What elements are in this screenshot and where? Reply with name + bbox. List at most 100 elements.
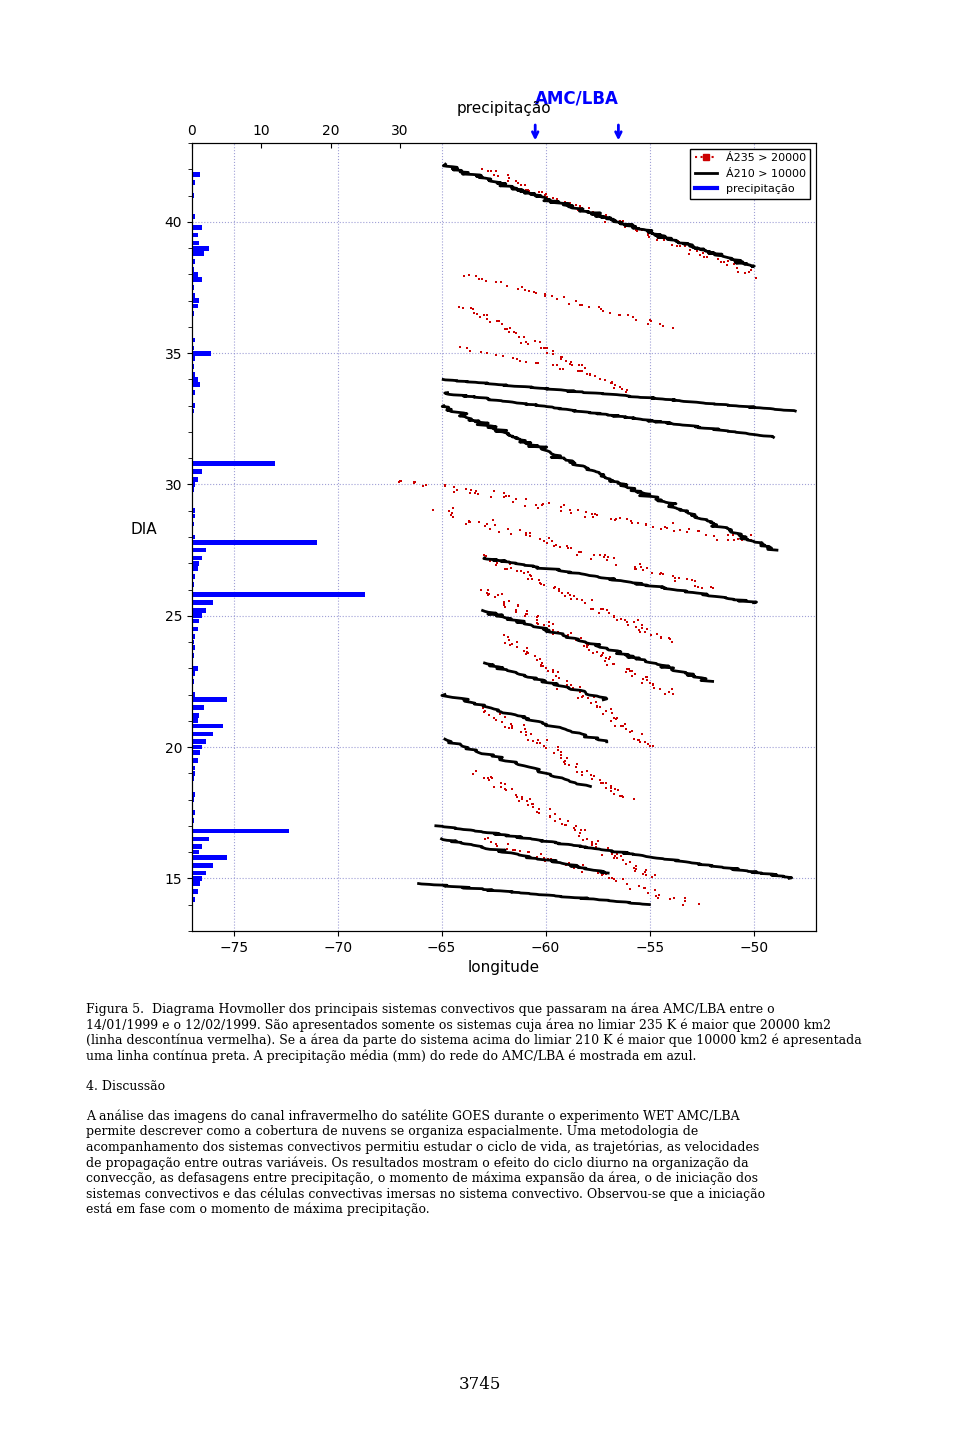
Point bbox=[520, 561, 536, 584]
Point bbox=[516, 325, 532, 348]
Point bbox=[520, 569, 536, 591]
Point bbox=[501, 321, 516, 344]
Point bbox=[586, 200, 601, 223]
Point bbox=[522, 564, 538, 587]
Point bbox=[531, 800, 546, 823]
Point bbox=[517, 603, 533, 626]
Point bbox=[488, 550, 503, 573]
Point bbox=[539, 736, 554, 759]
Point bbox=[519, 603, 535, 626]
Point bbox=[553, 743, 568, 766]
Point bbox=[553, 345, 568, 368]
Point bbox=[615, 211, 631, 233]
Point bbox=[437, 474, 452, 497]
Point bbox=[522, 788, 538, 811]
Bar bbox=[192, 225, 203, 229]
Point bbox=[574, 359, 589, 382]
Point bbox=[563, 627, 578, 650]
Point bbox=[588, 503, 603, 526]
Bar bbox=[192, 503, 193, 508]
Point bbox=[516, 561, 531, 584]
Bar bbox=[192, 766, 196, 770]
Point bbox=[547, 534, 563, 557]
Bar bbox=[192, 581, 194, 587]
Point bbox=[627, 856, 642, 879]
Bar bbox=[192, 687, 193, 692]
Text: Figura 5.  Diagrama Hovmoller dos principais sistemas convectivos que passaram n: Figura 5. Diagrama Hovmoller dos princip… bbox=[86, 1002, 862, 1216]
Point bbox=[484, 831, 499, 853]
Point bbox=[519, 789, 535, 812]
Point bbox=[501, 166, 516, 189]
Point bbox=[642, 735, 658, 758]
Point bbox=[571, 354, 587, 377]
Point bbox=[554, 813, 569, 836]
Point bbox=[612, 304, 628, 326]
Point bbox=[673, 518, 688, 541]
Point bbox=[528, 282, 543, 305]
Point bbox=[637, 730, 653, 753]
Point bbox=[477, 514, 492, 537]
Point bbox=[603, 775, 618, 798]
Point bbox=[615, 715, 631, 737]
Point bbox=[536, 530, 551, 553]
Point bbox=[726, 528, 741, 551]
Point bbox=[459, 513, 474, 536]
Point bbox=[497, 557, 513, 580]
Point bbox=[726, 524, 741, 547]
Point bbox=[601, 647, 616, 670]
Point bbox=[687, 574, 703, 597]
Point bbox=[569, 753, 585, 776]
Point bbox=[574, 765, 589, 788]
Point bbox=[532, 732, 547, 755]
Point bbox=[445, 497, 461, 520]
Point bbox=[530, 611, 545, 634]
Point bbox=[518, 643, 534, 666]
Point bbox=[635, 558, 650, 581]
Bar bbox=[192, 876, 203, 881]
Point bbox=[597, 544, 612, 567]
Point bbox=[571, 540, 587, 563]
Point bbox=[512, 841, 527, 863]
Point bbox=[627, 663, 642, 686]
Point bbox=[566, 819, 582, 842]
Point bbox=[601, 866, 616, 889]
Point bbox=[612, 845, 628, 868]
Bar bbox=[192, 640, 194, 644]
Point bbox=[690, 576, 706, 599]
Point bbox=[540, 729, 555, 752]
Bar bbox=[192, 706, 204, 710]
Point bbox=[505, 716, 520, 739]
Point bbox=[615, 868, 631, 891]
Point bbox=[617, 713, 633, 736]
Point bbox=[557, 190, 572, 213]
Point bbox=[606, 782, 621, 805]
Point bbox=[644, 865, 660, 888]
Point bbox=[484, 765, 499, 788]
Point bbox=[504, 715, 519, 737]
Bar bbox=[192, 408, 194, 414]
Point bbox=[612, 375, 628, 398]
Point bbox=[550, 354, 565, 377]
Point bbox=[604, 371, 619, 394]
Point bbox=[529, 846, 544, 869]
Point bbox=[530, 606, 545, 629]
Point bbox=[481, 826, 496, 849]
Point bbox=[585, 768, 600, 790]
Point bbox=[656, 563, 671, 586]
Point bbox=[558, 752, 573, 775]
Point bbox=[446, 480, 462, 503]
Point bbox=[553, 740, 568, 763]
Point bbox=[620, 610, 636, 633]
Point bbox=[564, 536, 579, 558]
Point bbox=[545, 623, 561, 646]
Point bbox=[562, 852, 577, 875]
Point bbox=[541, 493, 557, 516]
Point bbox=[657, 228, 672, 251]
Point bbox=[638, 863, 654, 886]
Point bbox=[574, 819, 589, 842]
Point bbox=[684, 569, 700, 591]
Bar bbox=[192, 770, 196, 776]
Point bbox=[514, 720, 529, 743]
Point bbox=[558, 813, 573, 836]
Point bbox=[456, 263, 471, 286]
